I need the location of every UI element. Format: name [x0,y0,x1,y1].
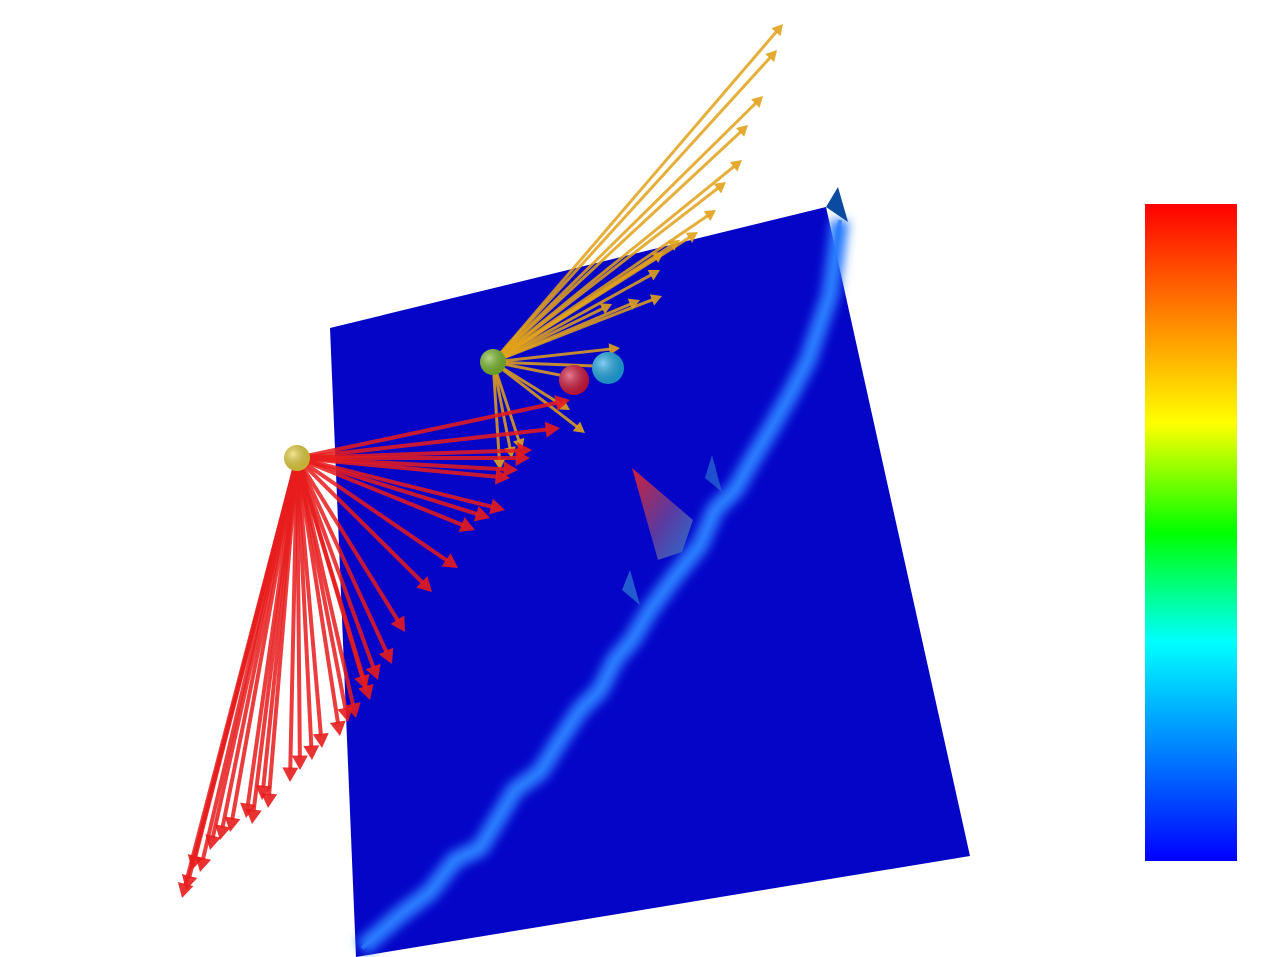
red-arrow-shaft [201,456,299,860]
red-arrow-shaft [295,456,376,669]
orange-arrow-head [572,421,585,433]
orange-arrow-shaft [491,347,611,364]
red-arrow-head [503,461,518,478]
orange-arrow-shaft [491,187,719,364]
red-arrow-shaft [295,456,424,584]
orange-arrow-head [736,125,748,137]
red-arrow-shaft [295,456,464,527]
red-arrow-head [458,517,475,533]
red-arrow-head [312,732,329,748]
colorbar-gradient [1145,204,1237,861]
red-arrow-head [195,856,212,872]
red-arrow-head [337,706,354,722]
red-arrow-shaft [295,456,388,653]
orange-arrow-head [771,24,783,37]
red-arrow-shaft [220,456,299,828]
red-arrow-head [215,824,231,840]
orange-arrow-head [647,269,660,281]
red-arrow-shaft [246,456,299,806]
red-arrow-head [329,720,346,736]
orange-arrow-shaft [491,256,657,364]
orange-arrow-head [685,232,698,243]
marker-group [284,349,624,471]
red-arrow-head [544,421,560,438]
orange-arrow-shaft [491,360,578,428]
red-arrow-shaft [295,456,364,679]
orange-arrow-group [491,24,783,470]
red-arrow-shaft [295,456,302,758]
orange-arrow-shaft [491,30,778,364]
orange-arrow-head [493,458,506,470]
orange-arrow-head [713,182,726,194]
pyramid-glyph [632,468,693,560]
red-arrow-head [473,506,490,522]
orange-arrow-shaft [491,307,604,364]
red-arrow-shaft [295,456,498,479]
orange-arrow-head [627,298,640,310]
red-arrow-head [177,882,194,898]
orange-arrow-shaft [491,360,563,406]
surface-plane [330,207,970,957]
cyan-marker-shade [592,352,624,384]
red-arrow-group [177,395,570,898]
orange-arrow-head [608,343,620,356]
orange-arrow-shaft [491,360,613,369]
red-arrow-head [224,816,241,832]
corner-spike [826,187,848,222]
orange-arrow-shaft [491,130,742,364]
red-arrow-shaft [295,427,548,460]
orange-arrow-head [729,160,742,172]
red-arrow-head [354,673,370,690]
orange-arrow-head [765,50,777,63]
red-arrow-head [255,784,272,800]
red-arrow-head [303,745,320,760]
orange-arrow-shaft [491,56,772,364]
green-marker-shade [480,349,506,375]
orange-arrow-shaft [491,102,757,364]
surface-ridge-core [360,219,842,950]
crimson-marker-shade [559,365,589,395]
orange-arrow-head [703,210,716,222]
orange-arrow-head [599,303,612,315]
orange-arrow-head [751,96,763,108]
ridge-spike [622,570,640,605]
orange-arrow-head [649,294,662,306]
red-arrow-head [378,647,394,664]
orange-arrow-shaft [491,360,521,442]
red-arrow-head [390,615,405,632]
red-arrow-head [282,767,299,782]
red-arrow-head [240,802,256,818]
red-arrow-head [358,683,374,700]
red-arrow-head [441,553,458,568]
red-arrow-shaft [295,456,348,710]
red-arrow-head [365,663,381,680]
red-arrow-head [489,498,505,515]
red-arrow-head [554,395,570,411]
red-arrow-shaft [261,456,299,788]
red-arrow-shaft [295,456,449,562]
orange-arrow-head [667,240,680,251]
surface-layer [330,187,970,957]
red-arrow-shaft [295,400,558,460]
red-arrow-head [345,702,361,718]
orange-arrow-shaft [491,360,501,461]
red-arrow-head [494,468,510,485]
red-arrow-shaft [295,456,479,516]
ridge-spike [705,455,722,492]
red-arrow-head [515,450,530,466]
red-arrow-head [416,576,432,592]
red-arrow-head [261,792,278,808]
orange-arrow-head [651,252,664,263]
colorbar [1145,204,1237,861]
red-arrow-shaft [295,456,400,622]
red-arrow-shaft [295,456,323,736]
red-arrow-head [291,755,308,770]
yellow-marker-shade [284,445,310,471]
